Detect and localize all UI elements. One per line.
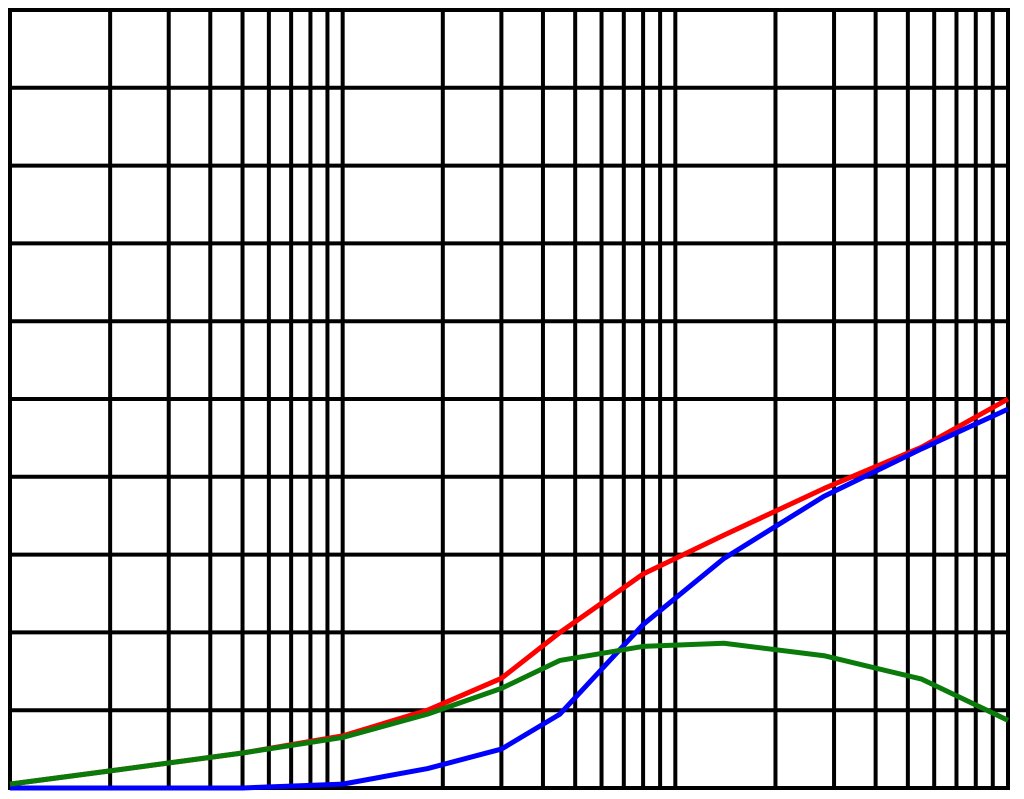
series-line [9,640,1010,787]
series-line [10,406,1010,791]
